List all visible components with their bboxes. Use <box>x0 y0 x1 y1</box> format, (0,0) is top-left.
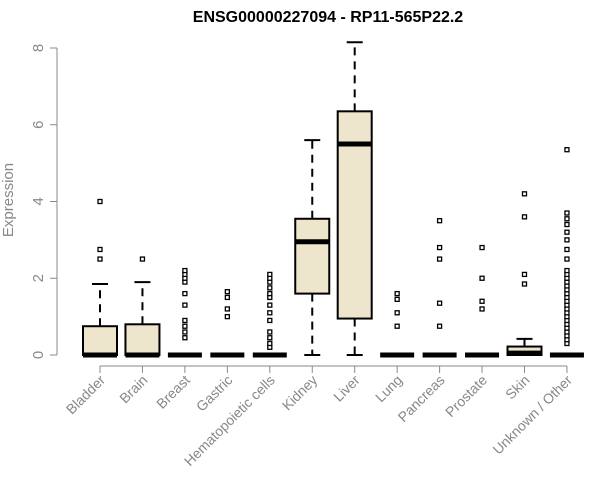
box-liver <box>336 41 373 356</box>
outlier-point <box>436 256 443 262</box>
outlier-point <box>394 290 400 297</box>
outlier-point <box>394 296 400 303</box>
axes: 0 2 4 6 8 <box>30 44 568 373</box>
x-tick-label: Bladder <box>63 372 109 418</box>
outlier-point <box>182 329 188 335</box>
box-skin <box>506 191 543 356</box>
outlier-point <box>267 290 273 297</box>
y-tick-label: 0 <box>30 351 47 359</box>
outlier-point <box>564 210 570 216</box>
outlier-point <box>97 246 103 253</box>
box-hematopoietic-cells <box>252 271 287 358</box>
outlier-point <box>224 289 231 295</box>
outlier-point <box>224 294 231 301</box>
box-kidney <box>294 139 331 356</box>
outlier-point <box>97 198 103 205</box>
outlier-point <box>564 237 570 243</box>
x-tick-label: Skin <box>502 372 533 403</box>
x-tick-label: Pancreas <box>395 372 448 425</box>
outlier-point <box>479 244 485 251</box>
outlier-point <box>564 221 570 228</box>
y-tick-label: 6 <box>30 121 47 129</box>
outlier-point <box>224 306 231 312</box>
outlier-point <box>182 267 188 274</box>
outlier-point <box>521 281 528 287</box>
outlier-point <box>182 302 188 308</box>
outlier-point <box>267 317 273 324</box>
outlier-point <box>436 300 443 306</box>
x-tick-label: Kidney <box>279 372 321 414</box>
y-tick-label: 2 <box>30 274 47 282</box>
outlier-point <box>97 256 103 262</box>
outlier-point <box>479 298 485 304</box>
outlier-point <box>521 271 528 278</box>
y-axis-label: Expression <box>0 163 17 237</box>
box-iqr <box>82 325 118 356</box>
box-pancreas <box>422 218 457 358</box>
outlier-point <box>267 329 273 335</box>
outlier-point <box>564 147 570 153</box>
outlier-point <box>436 218 443 224</box>
outlier-point <box>182 335 188 341</box>
x-tick-label: Liver <box>330 372 363 405</box>
outlier-point <box>182 290 188 297</box>
box-brain <box>124 256 161 358</box>
outlier-point <box>267 310 273 316</box>
outlier-point <box>267 340 273 347</box>
box-iqr <box>294 217 331 295</box>
box-breast <box>167 267 202 358</box>
outlier-point <box>521 214 528 220</box>
boxes <box>82 41 584 358</box>
outlier-point <box>267 335 273 341</box>
x-tick-label: Brain <box>116 372 150 406</box>
outlier-point <box>182 317 188 324</box>
outlier-point <box>394 323 400 329</box>
box-gastric <box>210 289 245 358</box>
outlier-point <box>436 323 443 329</box>
chart-title: ENSG00000227094 - RP11-565P22.2 <box>193 9 464 26</box>
outlier-point <box>564 256 570 262</box>
x-tick-label: Lung <box>372 372 405 405</box>
y-tick-label: 8 <box>30 44 47 52</box>
outlier-point <box>267 285 273 291</box>
x-tick-label: Breast <box>153 372 193 412</box>
outlier-point <box>182 323 188 329</box>
box-iqr <box>124 323 161 356</box>
outlier-point <box>521 191 528 197</box>
outlier-point <box>267 302 273 308</box>
outlier-point <box>436 244 443 251</box>
outlier-point <box>139 256 146 262</box>
x-tick-label: Prostate <box>442 372 490 420</box>
outlier-point <box>479 306 485 312</box>
y-tick-label: 4 <box>30 197 47 205</box>
outlier-point <box>564 267 570 274</box>
outlier-point <box>564 216 570 222</box>
outlier-point <box>564 246 570 253</box>
outlier-point <box>394 310 400 316</box>
outlier-point <box>267 271 273 278</box>
box-unknown-other <box>549 147 584 358</box>
box-lung <box>380 290 415 358</box>
box-prostate <box>465 244 500 358</box>
outlier-point <box>564 229 570 235</box>
outlier-point <box>479 275 485 281</box>
outlier-point <box>224 313 231 320</box>
x-tick-label: Unknown / Other <box>489 372 575 458</box>
box-bladder <box>82 198 118 358</box>
